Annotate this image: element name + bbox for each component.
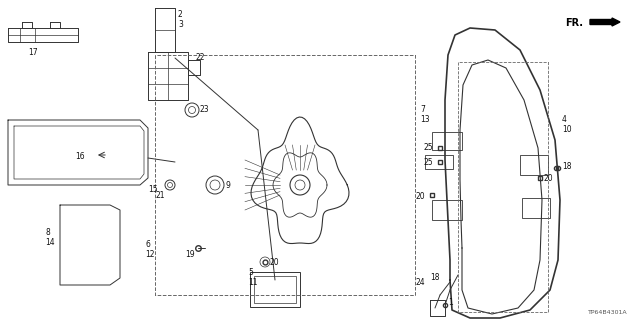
Text: 25: 25 xyxy=(424,158,434,167)
FancyArrow shape xyxy=(590,18,620,26)
Bar xyxy=(254,276,296,303)
Text: 5: 5 xyxy=(248,268,253,277)
Text: 8: 8 xyxy=(45,228,50,237)
Text: 22: 22 xyxy=(195,53,205,62)
Bar xyxy=(425,155,453,169)
Bar xyxy=(520,155,548,175)
Text: 16: 16 xyxy=(75,152,84,161)
Bar xyxy=(522,198,550,218)
Text: 17: 17 xyxy=(28,48,38,57)
Text: 2: 2 xyxy=(178,10,183,19)
Text: 10: 10 xyxy=(562,125,572,134)
Text: 25: 25 xyxy=(424,143,434,152)
Text: 3: 3 xyxy=(178,20,183,29)
Bar xyxy=(432,200,462,220)
Bar xyxy=(250,272,300,307)
Text: TP64B4301A: TP64B4301A xyxy=(588,310,628,315)
Text: 18: 18 xyxy=(562,162,572,171)
Text: 19: 19 xyxy=(185,250,195,259)
Text: 4: 4 xyxy=(562,115,567,124)
Text: FR.: FR. xyxy=(565,18,583,28)
Text: 18: 18 xyxy=(430,273,440,282)
Text: 20: 20 xyxy=(415,192,424,201)
Text: 9: 9 xyxy=(226,181,231,190)
Text: 21: 21 xyxy=(155,191,164,200)
Text: 6: 6 xyxy=(145,240,150,249)
Text: 23: 23 xyxy=(200,105,210,114)
Text: 14: 14 xyxy=(45,238,54,247)
Text: 1: 1 xyxy=(448,298,452,307)
Text: 20: 20 xyxy=(270,258,280,267)
Text: 12: 12 xyxy=(145,250,154,259)
Text: 15: 15 xyxy=(148,185,157,194)
Text: 20: 20 xyxy=(544,174,554,183)
Text: 13: 13 xyxy=(420,115,429,124)
Bar xyxy=(432,132,462,150)
Text: 11: 11 xyxy=(248,278,257,287)
Text: 7: 7 xyxy=(420,105,425,114)
Text: 24: 24 xyxy=(415,278,424,287)
